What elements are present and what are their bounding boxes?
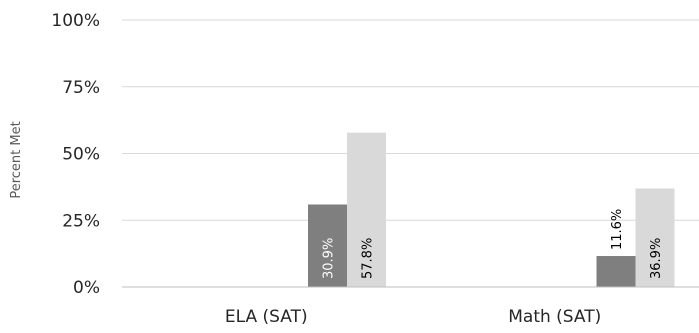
gridlines bbox=[122, 19, 699, 221]
y-tick-label: 0% bbox=[73, 278, 100, 298]
x-category-label: Math (SAT) bbox=[508, 307, 601, 327]
data-label: 36.9% bbox=[649, 238, 664, 279]
data-label: 57.8% bbox=[361, 238, 376, 279]
bar bbox=[635, 188, 675, 287]
y-axis-ticks: 0% 25% 50% 75% 100% bbox=[51, 11, 100, 298]
bar bbox=[596, 256, 636, 287]
y-tick-label: 50% bbox=[62, 145, 100, 165]
data-label: 30.9% bbox=[322, 238, 337, 279]
y-tick-label: 100% bbox=[51, 11, 100, 31]
data-labels: 30.9% 57.8% 11.6% 36.9% bbox=[322, 209, 665, 279]
bar bbox=[347, 132, 386, 287]
y-tick-label: 75% bbox=[62, 78, 100, 98]
x-axis-categories: ELA (SAT) Math (SAT) bbox=[225, 307, 601, 327]
y-axis-title: Percent Met bbox=[9, 121, 24, 198]
bar bbox=[308, 204, 347, 287]
data-label: 11.6% bbox=[610, 209, 625, 250]
x-category-label: ELA (SAT) bbox=[225, 307, 308, 327]
y-tick-label: 25% bbox=[62, 211, 100, 231]
bars bbox=[308, 132, 675, 287]
